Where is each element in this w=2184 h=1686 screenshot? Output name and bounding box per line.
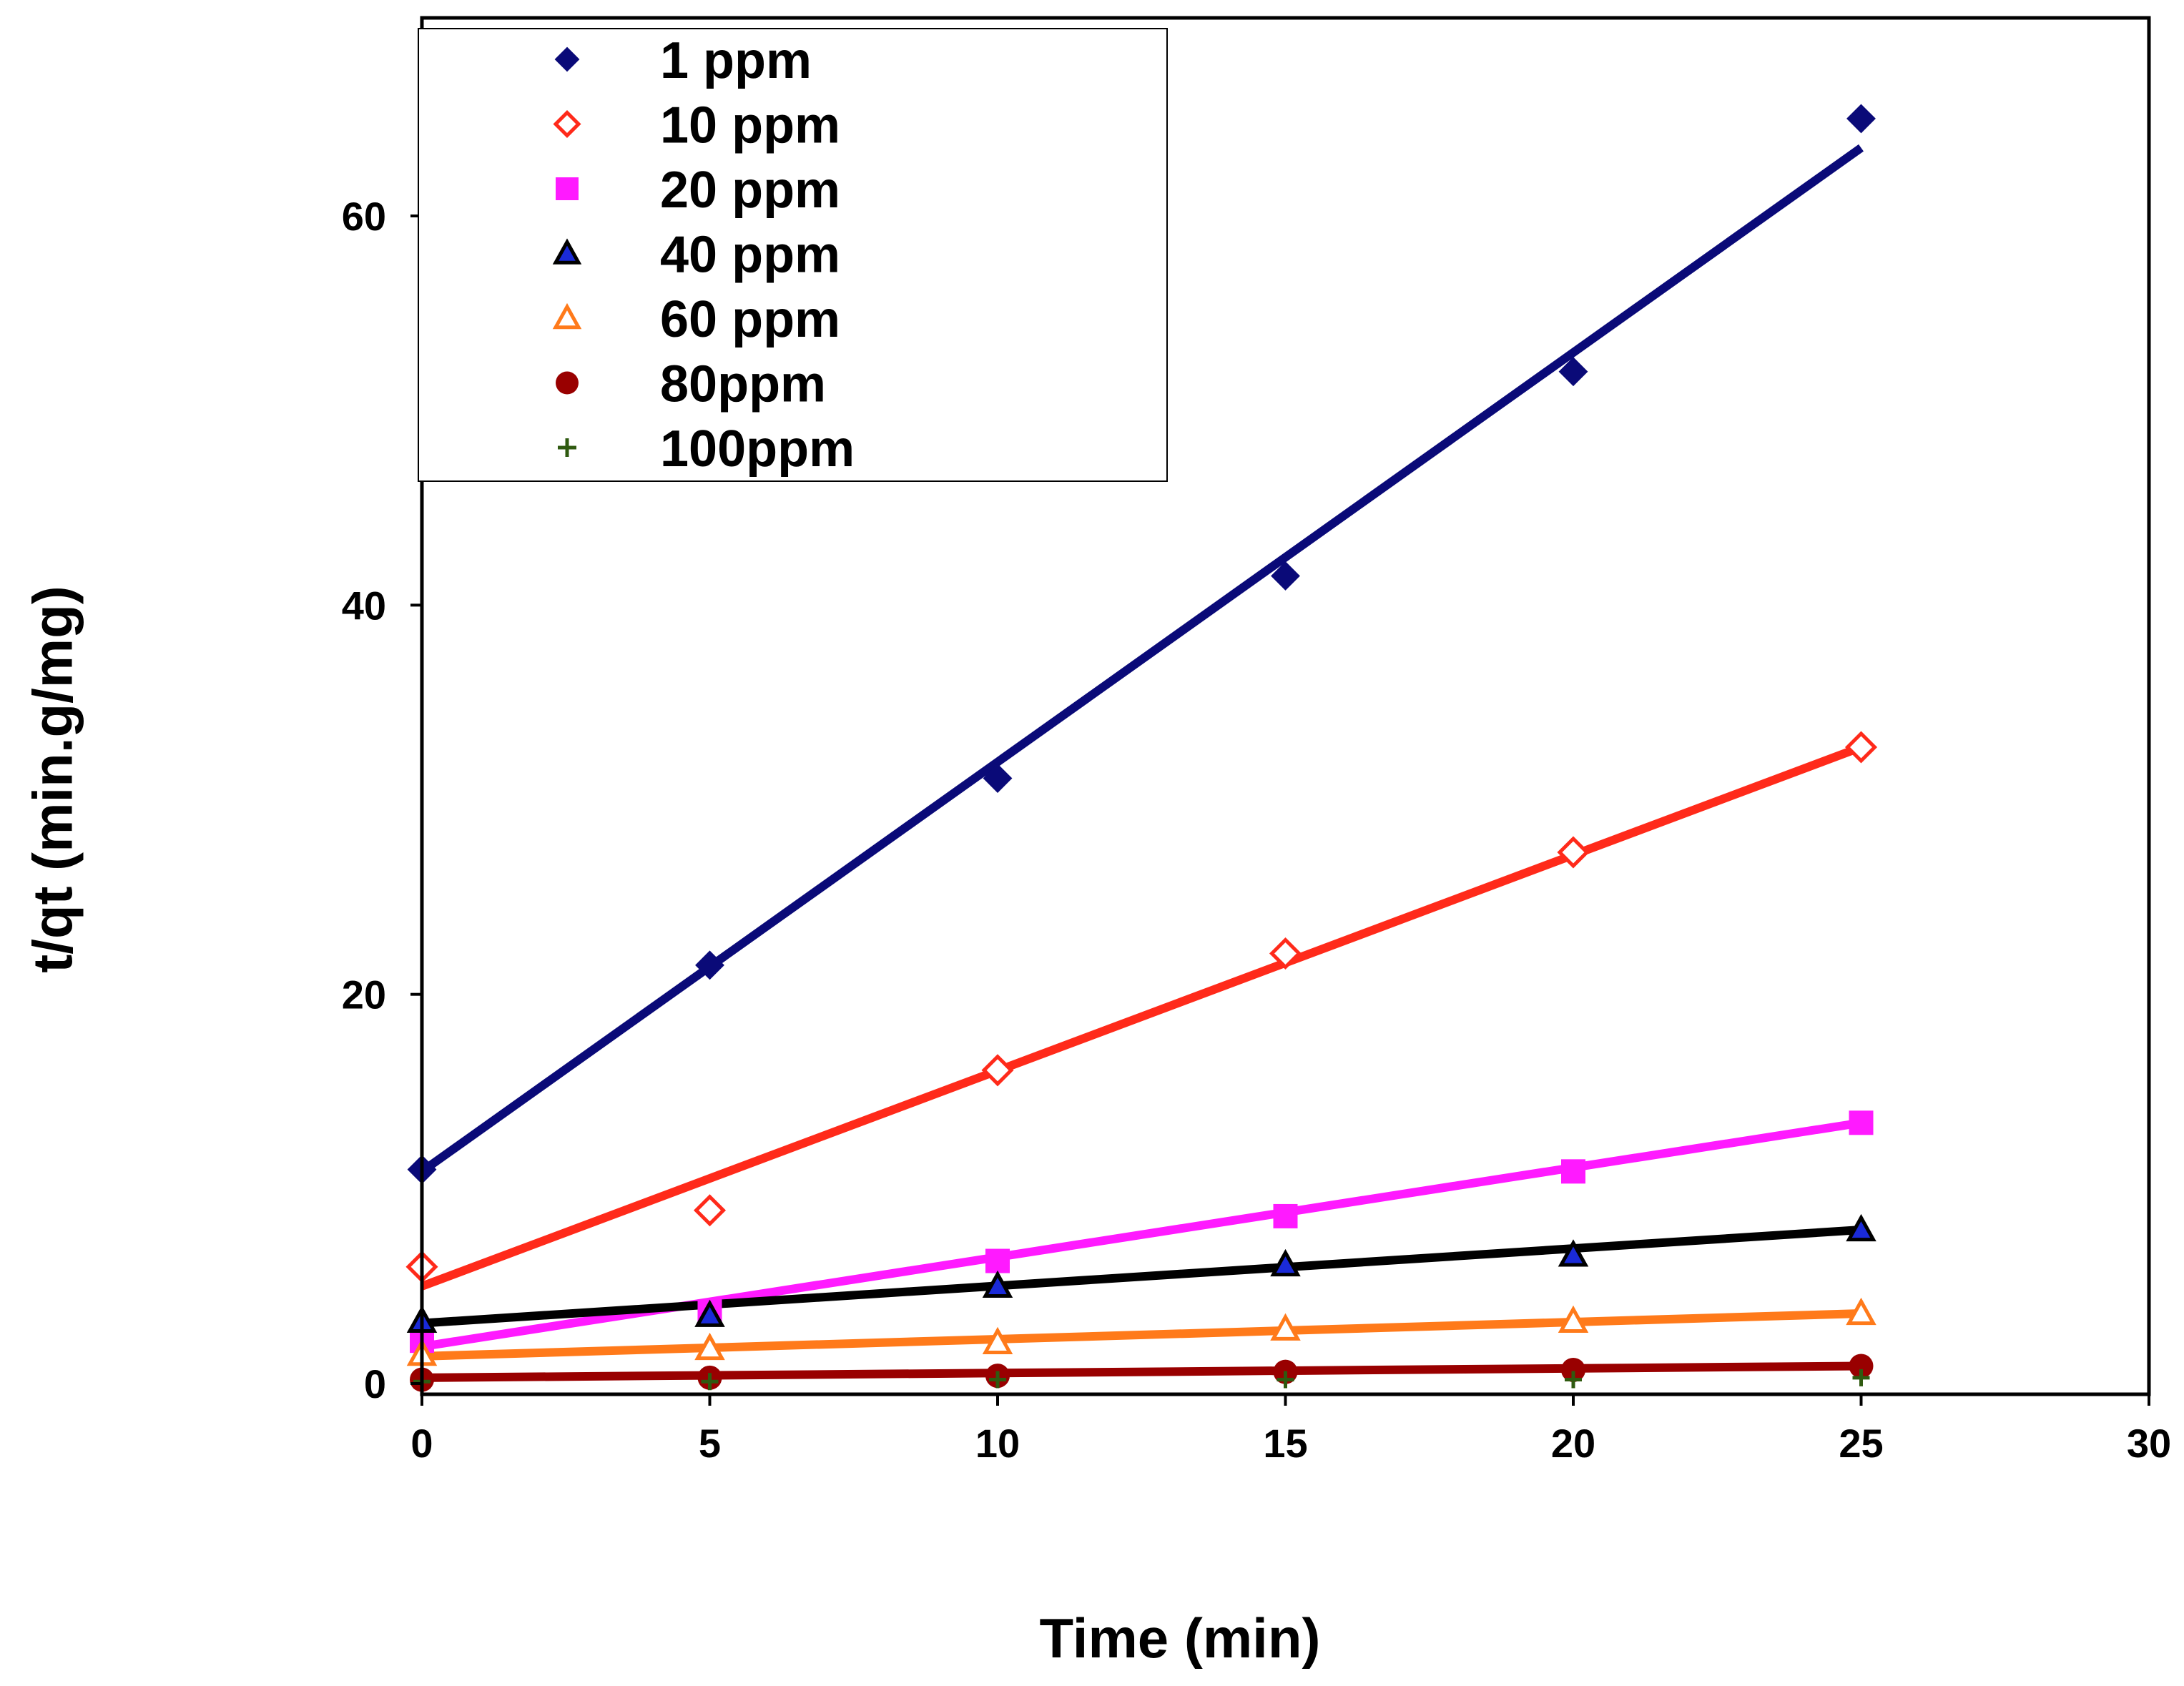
legend-marker bbox=[552, 238, 582, 265]
legend-label: 10 ppm bbox=[660, 97, 840, 154]
data-point-series-3 bbox=[985, 1248, 1010, 1273]
legend-box bbox=[418, 28, 1168, 482]
data-point-series-4 bbox=[694, 1299, 725, 1327]
markers-layer bbox=[405, 104, 1878, 1392]
data-point-series-3 bbox=[1849, 1110, 1874, 1135]
legend-label: 20 ppm bbox=[660, 162, 840, 219]
y-tick-label: 40 bbox=[342, 583, 386, 628]
y-tick-label: 0 bbox=[364, 1361, 386, 1406]
legend-label: 1 ppm bbox=[660, 32, 812, 89]
data-point-series-7 bbox=[701, 1373, 719, 1391]
legend-marker bbox=[554, 46, 580, 72]
legend-label: 80ppm bbox=[660, 356, 826, 413]
legend-marker bbox=[556, 371, 579, 395]
data-point-series-4 bbox=[1270, 1248, 1301, 1277]
y-tick-label: 20 bbox=[342, 972, 386, 1017]
data-point-series-2 bbox=[1844, 731, 1878, 764]
legend: 1 ppm 10 ppm 20 ppm 40 ppm 60 ppm 80ppm 100ppm bbox=[418, 28, 1168, 482]
data-point-series-4 bbox=[1846, 1213, 1876, 1242]
data-point-series-5 bbox=[1270, 1313, 1301, 1341]
legend-marker bbox=[552, 302, 582, 330]
data-point-series-7 bbox=[1277, 1371, 1294, 1389]
legend-label: 60 ppm bbox=[660, 291, 840, 348]
fit-line-4 bbox=[421, 1226, 1861, 1328]
legend-marker bbox=[558, 438, 576, 457]
data-point-series-6 bbox=[1561, 1357, 1585, 1382]
y-axis-title: t/qt (min.g/mg) bbox=[21, 586, 84, 973]
data-point-series-7 bbox=[1852, 1369, 1870, 1386]
fit-lines-layer bbox=[419, 144, 1864, 1382]
data-point-series-1 bbox=[1271, 561, 1300, 591]
x-tick-label: 5 bbox=[699, 1421, 721, 1466]
x-axis-title: Time (min) bbox=[1040, 1607, 1321, 1670]
data-point-series-2 bbox=[981, 1054, 1014, 1087]
data-point-series-1 bbox=[1846, 104, 1876, 134]
data-point-series-2 bbox=[693, 1194, 727, 1227]
data-point-series-5 bbox=[1558, 1305, 1589, 1333]
fit-line-2 bbox=[420, 743, 1863, 1291]
data-point-series-3 bbox=[1273, 1203, 1298, 1228]
legend-label: 100ppm bbox=[660, 420, 855, 478]
fit-line-6 bbox=[421, 1361, 1861, 1382]
data-point-series-1 bbox=[695, 950, 724, 980]
x-tick-label: 30 bbox=[2127, 1421, 2171, 1466]
data-point-series-3 bbox=[1561, 1159, 1585, 1184]
data-point-series-6 bbox=[1849, 1354, 1874, 1379]
data-point-series-7 bbox=[989, 1371, 1006, 1389]
x-tick-label: 10 bbox=[975, 1421, 1020, 1466]
data-point-series-4 bbox=[1558, 1239, 1589, 1267]
fit-line-1 bbox=[419, 144, 1864, 1175]
fit-line-5 bbox=[421, 1309, 1861, 1361]
data-point-series-5 bbox=[982, 1326, 1013, 1354]
x-tick-label: 15 bbox=[1263, 1421, 1307, 1466]
data-point-series-5 bbox=[1846, 1297, 1876, 1326]
data-point-series-4 bbox=[982, 1270, 1013, 1298]
data-point-series-1 bbox=[1558, 357, 1588, 387]
legend-marker bbox=[553, 109, 581, 139]
x-tick-label: 20 bbox=[1551, 1421, 1595, 1466]
y-tick-label: 60 bbox=[342, 194, 386, 239]
x-tick-label: 0 bbox=[410, 1421, 433, 1466]
data-point-series-2 bbox=[1557, 836, 1590, 869]
legend-marker bbox=[556, 177, 579, 200]
x-tick-label: 25 bbox=[1839, 1421, 1883, 1466]
ticks-layer: 0 5 10 15 20 25 30 0 20 40 60 bbox=[342, 194, 2171, 1466]
data-point-series-5 bbox=[694, 1332, 725, 1361]
legend-label: 40 ppm bbox=[660, 227, 840, 284]
data-point-series-7 bbox=[1565, 1371, 1582, 1389]
data-point-series-2 bbox=[1269, 937, 1302, 970]
data-point-series-1 bbox=[983, 764, 1013, 793]
